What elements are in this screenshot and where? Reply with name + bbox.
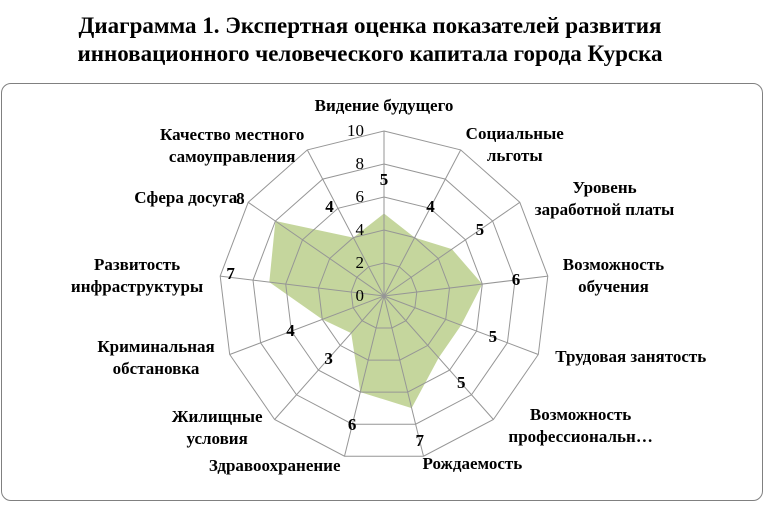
data-point-label: 6 — [347, 415, 357, 435]
data-point-label: 4 — [325, 197, 334, 217]
radar-axis-spoke — [383, 201, 521, 297]
axis-tick-label: 8 — [355, 154, 365, 173]
radar-gridline-ring — [285, 196, 483, 393]
radar-axis-spoke — [344, 295, 385, 457]
category-label: Социальные льготы — [465, 123, 564, 165]
radar-axis-spoke — [383, 295, 494, 420]
category-label: Криминальная обстановка — [97, 336, 215, 378]
data-point-label: 3 — [324, 348, 333, 368]
axis-tick-label: 10 — [347, 121, 364, 140]
category-label: Видение будущего — [314, 96, 454, 115]
radar-gridline-ring — [252, 163, 516, 425]
radar-axis-spoke — [220, 275, 385, 297]
data-point-label: 4 — [286, 321, 295, 341]
category-label: Сфера досуга — [134, 188, 238, 208]
data-point-label: 8 — [236, 188, 245, 208]
data-point-label: 5 — [457, 373, 466, 393]
radar-axis-spoke — [383, 275, 548, 297]
data-point-label: 7 — [226, 263, 235, 283]
category-label: Жилищные условия — [171, 406, 263, 448]
category-label: Трудовая занятость — [555, 346, 707, 366]
data-point-label: 5 — [488, 327, 498, 347]
chart-title-line-1: Диаграмма 1. Экспертная оценка показател… — [78, 13, 662, 38]
radar-axis-spoke — [274, 295, 385, 420]
data-point-label: 5 — [379, 169, 389, 189]
radar-gridline-ring — [317, 229, 451, 361]
category-label: Рождаемость — [422, 454, 523, 474]
axis-tick-label: 0 — [355, 286, 365, 305]
category-label: Уровень заработной платы — [534, 178, 675, 220]
radar-data-series — [269, 213, 483, 409]
category-label: Возможность обучения — [562, 255, 665, 297]
axis-tick-label: 2 — [355, 253, 365, 272]
category-label: Возможность профессиональн… — [508, 404, 653, 446]
chart-title: Диаграмма 1. Экспертная оценка показател… — [0, 12, 740, 68]
data-point-label: 5 — [475, 219, 485, 239]
data-point-label: 6 — [511, 269, 521, 289]
data-point-label: 4 — [426, 197, 435, 217]
data-point-label: 7 — [415, 431, 425, 451]
radar-axis-spoke — [306, 149, 385, 297]
axis-tick-label: 4 — [355, 220, 365, 239]
radar-axis-spoke — [383, 295, 539, 355]
category-label: Здравоохранение — [208, 456, 341, 476]
radar-gridline-ring — [350, 262, 418, 329]
category-label: Качество местного самоуправления — [160, 124, 305, 166]
radar-axis-spoke — [383, 295, 424, 457]
radar-gridline-ring — [219, 130, 549, 457]
chart-title-line-2: инновационного человеческого капитала го… — [77, 41, 663, 66]
category-label: Развитость инфраструктуры — [70, 255, 204, 297]
axis-tick-label: 6 — [355, 187, 365, 206]
radar-axis-spoke — [229, 295, 385, 355]
radar-axis-spoke — [247, 201, 385, 297]
radar-axis-spoke — [383, 149, 462, 297]
